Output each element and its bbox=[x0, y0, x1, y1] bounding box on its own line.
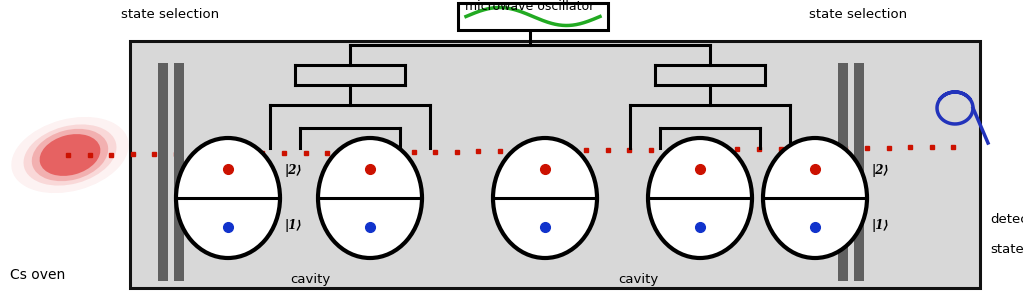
Ellipse shape bbox=[32, 129, 108, 181]
Ellipse shape bbox=[763, 138, 868, 258]
Text: |2⟩: |2⟩ bbox=[284, 164, 302, 177]
Text: |2⟩: |2⟩ bbox=[871, 164, 889, 177]
Bar bbox=[158, 63, 168, 281]
Text: cavity: cavity bbox=[290, 273, 330, 286]
Ellipse shape bbox=[40, 134, 100, 176]
Text: state selection: state selection bbox=[809, 8, 907, 21]
Ellipse shape bbox=[493, 138, 597, 258]
Ellipse shape bbox=[176, 138, 280, 258]
Bar bbox=[854, 63, 864, 281]
Bar bbox=[130, 41, 980, 288]
Text: |1⟩: |1⟩ bbox=[284, 219, 302, 232]
Text: Cs oven: Cs oven bbox=[10, 268, 65, 282]
Text: cavity: cavity bbox=[618, 273, 658, 286]
Ellipse shape bbox=[11, 117, 129, 193]
Text: state selection: state selection bbox=[121, 8, 219, 21]
Ellipse shape bbox=[648, 138, 752, 258]
Text: state: state bbox=[990, 243, 1023, 256]
Bar bbox=[458, 3, 608, 30]
Text: |1⟩: |1⟩ bbox=[871, 219, 889, 232]
Text: microwave oscillator: microwave oscillator bbox=[465, 0, 594, 13]
Ellipse shape bbox=[24, 125, 117, 186]
Bar bbox=[174, 63, 184, 281]
Ellipse shape bbox=[318, 138, 422, 258]
Bar bbox=[838, 63, 848, 281]
Text: detection: detection bbox=[990, 213, 1023, 226]
